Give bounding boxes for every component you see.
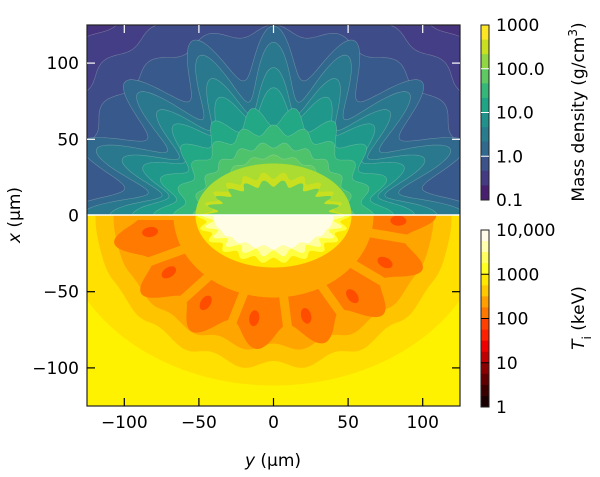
colorbar-tick-label: 100 xyxy=(496,310,528,330)
contour-region xyxy=(377,256,393,269)
y-tick-label: 100 xyxy=(47,54,79,74)
colorbar-tick-label: 1 xyxy=(496,398,507,418)
colorbar-swatch xyxy=(481,241,489,253)
colorbar-swatch xyxy=(481,68,489,84)
colorbar-swatch xyxy=(481,307,489,319)
colorbar-tick-label: 10.0 xyxy=(496,104,534,124)
y-tick-label: −100 xyxy=(32,359,79,379)
x-tick-label: 0 xyxy=(268,413,279,433)
ion-temperature-map xyxy=(87,215,460,406)
colorbar-swatch xyxy=(481,170,489,186)
x-tick-label: −100 xyxy=(101,413,148,433)
contour-region xyxy=(161,266,177,279)
colorbar-swatch xyxy=(481,112,489,128)
contour-region xyxy=(300,308,312,324)
colorbar-swatch xyxy=(481,252,489,264)
colorbar-swatch xyxy=(481,351,489,364)
contour-region xyxy=(249,310,260,327)
contour-region xyxy=(213,215,334,250)
colorbar-swatch xyxy=(481,296,489,308)
mass-density-map xyxy=(87,25,460,215)
colorbar-swatch xyxy=(481,97,489,113)
colorbar-swatch xyxy=(481,83,489,99)
temperature-colorbar: 10,000 1000 100 10 1 xyxy=(480,221,555,418)
colorbar-swatch xyxy=(481,25,489,41)
colorbar-tick-label: 10 xyxy=(496,354,518,374)
contour-region xyxy=(199,295,212,311)
density-colorbar-label: Mass density (g/cm3) xyxy=(566,22,589,201)
y-tick-label: 0 xyxy=(68,207,79,227)
colorbar-swatch xyxy=(481,318,489,331)
axis-ticks xyxy=(87,25,460,406)
x-axis-label: y (µm) xyxy=(244,451,301,471)
density-colorbar: 1000 100.0 10.0 1.0 0.1 xyxy=(480,16,545,211)
contour-region xyxy=(205,180,342,215)
contour-region xyxy=(142,226,159,238)
colorbar-swatch xyxy=(481,274,489,286)
colorbar-swatch xyxy=(481,384,489,397)
x-tick-label: −50 xyxy=(181,413,217,433)
colorbar-swatch xyxy=(481,54,489,70)
colorbar-swatch xyxy=(481,127,489,143)
colorbar-swatch xyxy=(481,185,489,201)
colorbar-swatch xyxy=(481,263,489,275)
colorbar-swatch xyxy=(481,39,489,55)
contour-region xyxy=(390,215,407,226)
colorbar-swatch xyxy=(481,340,489,353)
colorbar-swatch xyxy=(481,285,489,297)
x-tick-label: 50 xyxy=(337,413,359,433)
colorbar-swatch xyxy=(481,141,489,157)
colorbar-swatch xyxy=(481,156,489,172)
colorbar-tick-label: 10,000 xyxy=(496,221,555,241)
colorbar-swatch xyxy=(481,230,489,242)
colorbar-swatch xyxy=(481,373,489,386)
y-axis-label: x (µm) xyxy=(5,187,25,244)
x-tick-label: 100 xyxy=(406,413,438,433)
temperature-colorbar-label: Ti (keV) xyxy=(569,286,594,350)
y-tick-label: −50 xyxy=(43,283,79,303)
colorbar-tick-label: 1.0 xyxy=(496,147,523,167)
colorbar-tick-label: 0.1 xyxy=(496,191,523,211)
colorbar-tick-label: 1000 xyxy=(496,16,539,36)
y-tick-label: 50 xyxy=(57,130,79,150)
colorbar-tick-label: 1000 xyxy=(496,265,539,285)
colorbar-swatch xyxy=(481,329,489,342)
colorbar-swatch xyxy=(481,395,489,408)
colorbar-tick-label: 100.0 xyxy=(496,60,545,80)
contour-region xyxy=(346,289,359,304)
colorbar-swatch xyxy=(481,362,489,375)
